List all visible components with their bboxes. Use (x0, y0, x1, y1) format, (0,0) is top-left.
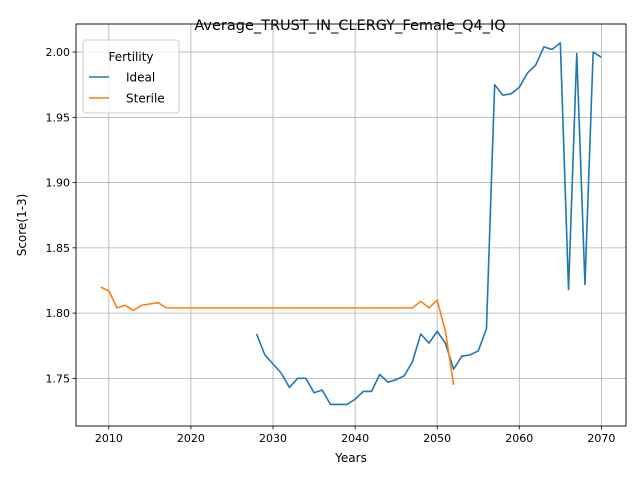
grid (76, 24, 626, 426)
legend: Fertility Ideal Sterile (82, 39, 180, 114)
series-line-sterile (100, 286, 455, 386)
y-tick-label: 1.85 (46, 242, 71, 255)
series-line-ideal (255, 42, 602, 406)
chart-title: Average_TRUST_IN_CLERGY_Female_Q4_IQ (194, 18, 505, 34)
x-tick-label: 2060 (505, 432, 533, 445)
x-tick-label: 2030 (259, 432, 287, 445)
x-tick-label: 2050 (423, 432, 451, 445)
y-tick-label: 1.75 (46, 372, 71, 385)
y-tick-label: 1.95 (46, 111, 71, 124)
x-tick-label: 2010 (95, 432, 123, 445)
y-axis: 1.75 1.80 1.85 1.90 1.95 2.00 (46, 46, 76, 385)
series-group (100, 42, 602, 406)
y-axis-label: Score(1-3) (15, 194, 29, 257)
legend-label-sterile: Sterile (126, 92, 165, 106)
x-axis: 2010 2020 2030 2040 2050 2060 2070 (95, 426, 615, 445)
x-axis-label: Years (334, 451, 367, 465)
x-tick-label: 2040 (341, 432, 369, 445)
x-tick-label: 2070 (587, 432, 615, 445)
y-tick-label: 1.80 (46, 307, 71, 320)
x-tick-label: 2020 (177, 432, 205, 445)
plot-frame (75, 23, 627, 427)
legend-label-ideal: Ideal (126, 71, 155, 85)
y-tick-label: 1.90 (46, 177, 71, 190)
legend-title: Fertility (108, 50, 153, 64)
legend-box (82, 39, 180, 114)
y-tick-label: 2.00 (46, 46, 71, 59)
